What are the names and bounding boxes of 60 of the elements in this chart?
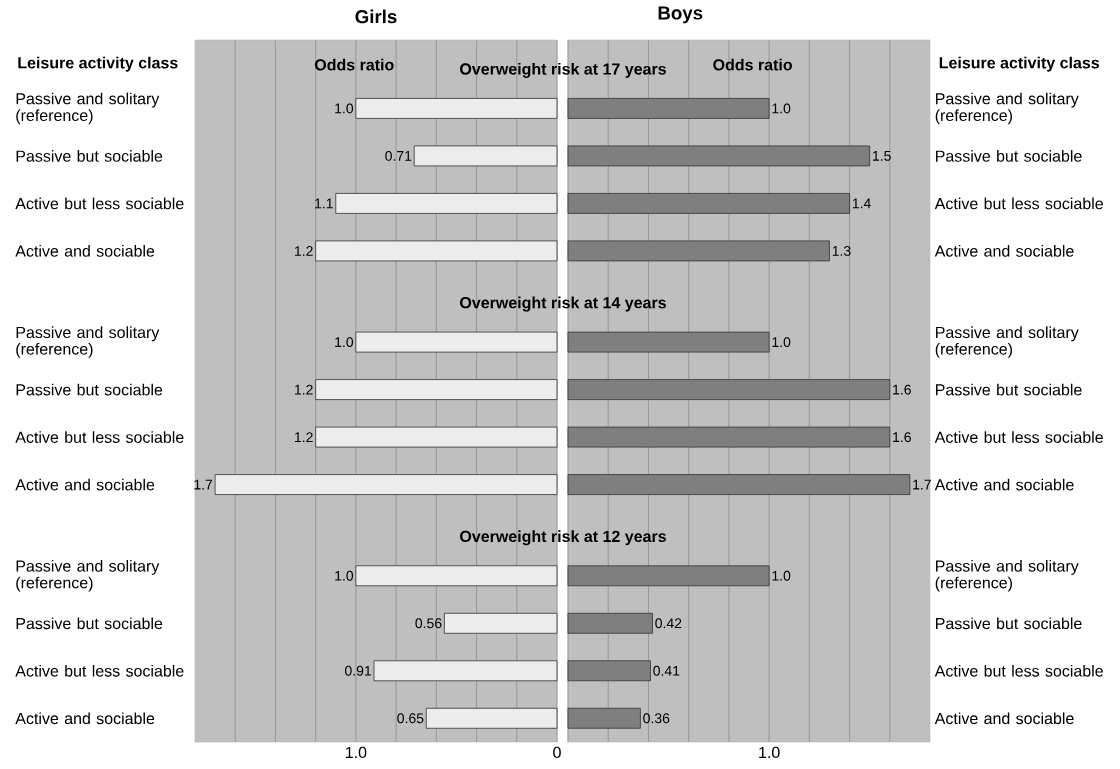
data-label: 1.2: [295, 246, 313, 256]
y-tick-label: Active but less sociable: [934, 664, 1103, 677]
y-tick-label: Passive but sociable: [936, 383, 1082, 396]
data-label: 1.7: [194, 479, 213, 490]
y-tick-label: Active but less sociable: [15, 197, 184, 210]
data-label: 0.36: [643, 713, 670, 724]
y-tick-label: Passive but sociable: [936, 150, 1082, 162]
y-tick-label: Active but less sociable: [15, 664, 184, 677]
data-label: 1.2: [295, 384, 313, 395]
data-label: 0.71: [385, 150, 412, 161]
x-tick-label: 1.0: [345, 746, 367, 759]
annotation: Overweight risk at 17 years: [460, 62, 666, 78]
data-label: 1.4: [852, 198, 871, 209]
x-tick-label: 1.0: [759, 746, 780, 759]
data-label: 0.91: [345, 665, 372, 676]
y-axis-title: Leisure activity class: [939, 56, 1100, 72]
y-tick-label: Active but less sociable: [934, 197, 1103, 210]
data-label: 1.7: [913, 479, 931, 490]
chart-title: Boys: [658, 6, 703, 24]
data-label: 0.65: [397, 713, 424, 724]
x-axis-title: Odds ratio: [713, 58, 792, 71]
y-tick-label: Active and sociable: [15, 712, 155, 725]
y-tick-label: Active and sociable: [15, 245, 155, 257]
y-tick-label: Active and sociable: [15, 478, 155, 491]
x-axis-title: Odds ratio: [314, 58, 394, 71]
data-label: 1.0: [335, 337, 354, 348]
data-label: 0.42: [655, 618, 682, 629]
y-tick-label: Active and sociable: [934, 245, 1074, 257]
x-tick-label: 0: [553, 746, 561, 759]
y-tick-label: Passive but sociable: [16, 617, 163, 630]
y-tick-label: Active but less sociable: [15, 431, 184, 443]
y-tick-label: Passive but sociable: [16, 150, 163, 162]
y-tick-label: Passive and solitary (reference): [16, 326, 160, 358]
data-label: 1.0: [772, 103, 791, 114]
y-tick-label: Passive but sociable: [16, 383, 163, 396]
data-label: 1.0: [772, 570, 791, 581]
data-label: 1.1: [315, 198, 333, 209]
y-tick-label: Passive and solitary (reference): [935, 92, 1079, 125]
data-label: 1.0: [335, 103, 354, 114]
data-label: 1.5: [873, 151, 891, 161]
y-tick-label: Passive and solitary (reference): [935, 326, 1079, 358]
y-axis-title: Leisure activity class: [18, 56, 178, 72]
y-tick-label: Passive but sociable: [936, 617, 1082, 630]
data-label: 1.3: [832, 245, 851, 256]
data-label: 1.6: [893, 432, 911, 443]
y-tick-label: Passive and solitary (reference): [16, 92, 160, 125]
annotation: Overweight risk at 12 years: [460, 530, 666, 546]
chart-title: Girls: [355, 9, 397, 24]
data-label: 1.0: [772, 337, 791, 348]
y-tick-label: Passive and solitary (reference): [935, 560, 1079, 592]
data-label: 1.0: [335, 570, 354, 581]
y-tick-label: Passive and solitary (reference): [16, 560, 160, 592]
annotation: Overweight risk at 14 years: [460, 296, 666, 312]
y-tick-label: Active but less sociable: [934, 431, 1103, 443]
y-tick-label: Active and sociable: [934, 478, 1074, 491]
data-label: 0.41: [653, 665, 680, 676]
data-label: 0.56: [415, 618, 442, 629]
data-label: 1.2: [295, 432, 313, 442]
data-label: 1.6: [893, 384, 911, 395]
y-tick-label: Active and sociable: [934, 712, 1074, 725]
